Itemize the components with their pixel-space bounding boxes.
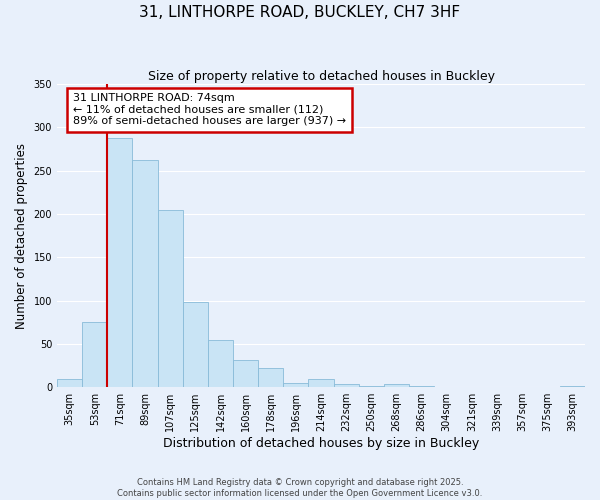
Title: Size of property relative to detached houses in Buckley: Size of property relative to detached ho… xyxy=(148,70,494,83)
Bar xyxy=(57,378,82,387)
Bar xyxy=(183,302,208,387)
Bar xyxy=(409,386,434,387)
Bar xyxy=(133,160,158,387)
Bar xyxy=(82,322,107,387)
Bar xyxy=(334,384,359,387)
Bar xyxy=(283,383,308,387)
Bar xyxy=(107,138,133,387)
Bar xyxy=(384,384,409,387)
Bar xyxy=(560,386,585,387)
Bar xyxy=(308,380,334,387)
Text: 31 LINTHORPE ROAD: 74sqm
← 11% of detached houses are smaller (112)
89% of semi-: 31 LINTHORPE ROAD: 74sqm ← 11% of detach… xyxy=(73,94,346,126)
Text: Contains HM Land Registry data © Crown copyright and database right 2025.
Contai: Contains HM Land Registry data © Crown c… xyxy=(118,478,482,498)
Bar xyxy=(158,210,183,387)
Bar xyxy=(258,368,283,387)
Bar xyxy=(233,360,258,387)
Bar xyxy=(208,340,233,387)
X-axis label: Distribution of detached houses by size in Buckley: Distribution of detached houses by size … xyxy=(163,437,479,450)
Bar xyxy=(359,386,384,387)
Text: 31, LINTHORPE ROAD, BUCKLEY, CH7 3HF: 31, LINTHORPE ROAD, BUCKLEY, CH7 3HF xyxy=(139,5,461,20)
Y-axis label: Number of detached properties: Number of detached properties xyxy=(15,142,28,328)
